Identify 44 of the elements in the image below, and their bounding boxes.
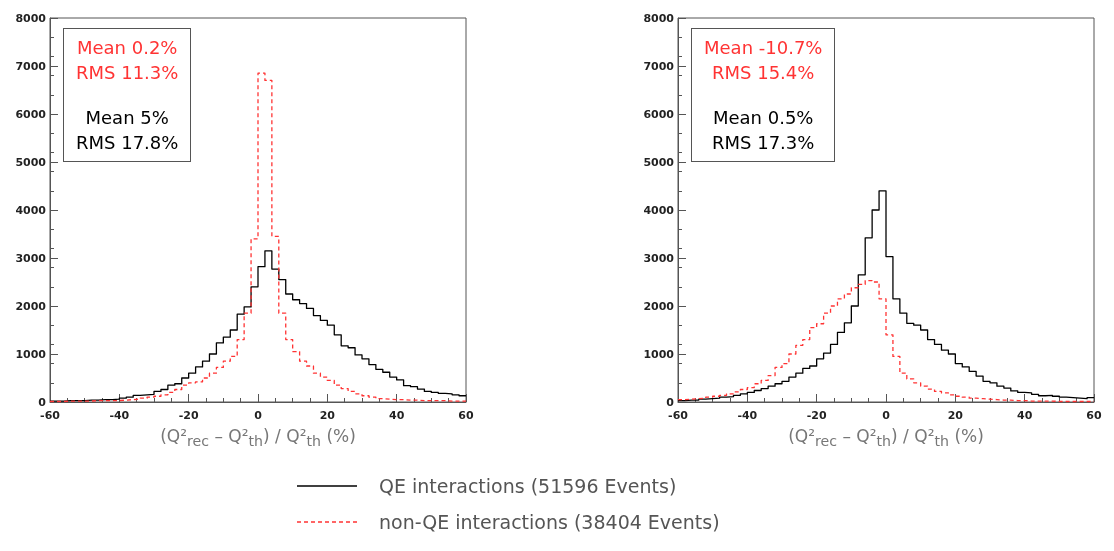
y-tick-label: 6000 xyxy=(643,107,675,121)
legend-label: QE interactions (51596 Events) xyxy=(379,475,677,497)
annotation: RMS 15.4% xyxy=(711,61,816,85)
annotation: RMS 17.3% xyxy=(711,131,816,155)
y-tick-label: 4000 xyxy=(15,203,47,217)
y-tick-label: 3000 xyxy=(643,251,675,265)
y-tick-label: 4000 xyxy=(643,203,675,217)
y-tick-label: 7000 xyxy=(643,59,675,73)
x-axis-title: (Q²$_{rec}$ – Q²$_{th}$) / Q²$_{th}$ (%) xyxy=(787,426,985,450)
y-tick-label: 1000 xyxy=(15,347,47,361)
annotation: RMS 11.3% xyxy=(76,61,179,85)
annotation: Mean -10.7% xyxy=(704,36,823,60)
x-tick-label: -20 xyxy=(178,409,199,422)
x-tick-label: 60 xyxy=(458,409,474,422)
y-tick-label: 0 xyxy=(38,395,47,409)
annotation: Mean 0.5% xyxy=(711,106,815,130)
x-tick-label: 20 xyxy=(947,409,964,422)
y-tick-label: 2000 xyxy=(643,299,675,313)
x-tick-label: -60 xyxy=(668,409,689,422)
y-tick-label: 7000 xyxy=(15,59,47,73)
x-axis-title: (Q²$_{rec}$ – Q²$_{th}$) / Q²$_{th}$ (%) xyxy=(159,426,357,450)
x-tick-label: -60 xyxy=(40,409,61,422)
y-tick-label: 5000 xyxy=(643,155,675,169)
y-tick-label: 8000 xyxy=(15,11,47,25)
x-tick-label: 60 xyxy=(1086,409,1102,422)
annotation: Mean 5% xyxy=(84,106,170,130)
x-tick-label: 0 xyxy=(882,409,891,422)
y-tick-label: 3000 xyxy=(15,251,47,265)
x-tick-label: 40 xyxy=(389,409,405,422)
y-tick-label: 8000 xyxy=(643,11,675,25)
y-tick-label: 0 xyxy=(666,395,675,409)
x-tick-label: 20 xyxy=(319,409,336,422)
y-tick-label: 1000 xyxy=(643,347,675,361)
y-tick-label: 6000 xyxy=(15,107,47,121)
legend-label: non-QE interactions (38404 Events) xyxy=(379,511,720,533)
x-tick-label: 0 xyxy=(254,409,263,422)
x-tick-label: -40 xyxy=(109,409,130,422)
y-tick-label: 2000 xyxy=(15,299,47,313)
annotation: Mean 0.2% xyxy=(76,36,179,60)
x-tick-label: 40 xyxy=(1017,409,1033,422)
annotation: RMS 17.8% xyxy=(76,131,179,155)
x-tick-label: -20 xyxy=(806,409,827,422)
x-tick-label: -40 xyxy=(737,409,758,422)
y-tick-label: 5000 xyxy=(15,155,47,169)
